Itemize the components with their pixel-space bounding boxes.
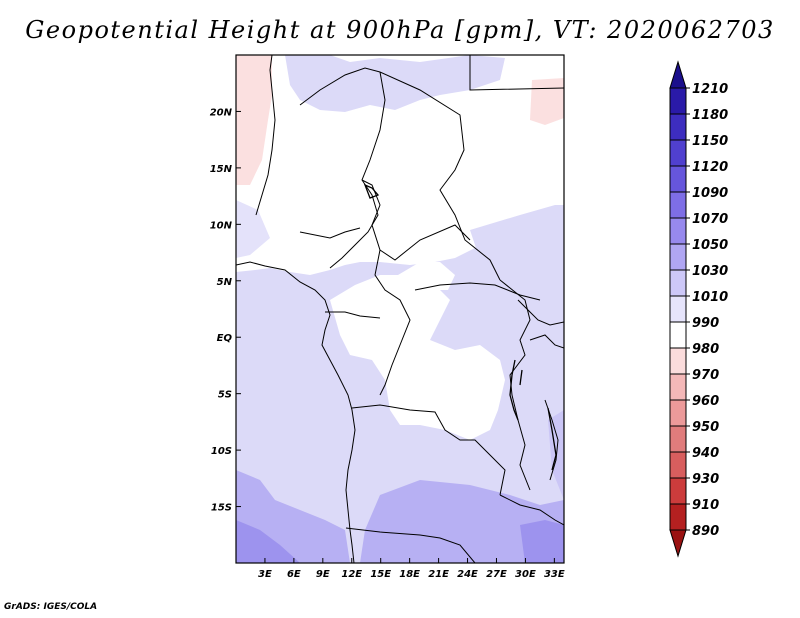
colorbar-level-label: 910 bbox=[692, 498, 719, 513]
lon-tick-label: 6E bbox=[287, 569, 301, 580]
colorbar-swatch bbox=[669, 373, 687, 401]
height-field bbox=[236, 55, 564, 563]
lat-tick-label: 5S bbox=[218, 390, 232, 401]
colorbar-swatch bbox=[669, 243, 687, 271]
lat-tick-label: 15S bbox=[211, 503, 232, 514]
border-angola-drc bbox=[351, 404, 506, 496]
lake-tanganyika bbox=[509, 359, 519, 421]
field-white-congo bbox=[330, 275, 505, 440]
border-niger-algeria bbox=[299, 67, 381, 106]
field-darkest-southwest bbox=[236, 520, 300, 563]
lon-tick-label: 3E bbox=[258, 569, 272, 580]
field-lavender-north bbox=[285, 55, 505, 112]
colorbar-level-label: 970 bbox=[692, 368, 719, 383]
border-zambia-south bbox=[499, 494, 564, 526]
border-lake-victoria bbox=[529, 334, 564, 349]
colorbar: 1210 1180 1150 1120 1090 1070 1050 1030 1010 990 9… bbox=[669, 60, 728, 558]
field-lavender-east bbox=[470, 205, 564, 300]
lat-tick-label: 10N bbox=[210, 220, 233, 231]
border-chad-sudan bbox=[379, 71, 501, 281]
colorbar-level-label: 990 bbox=[692, 316, 719, 331]
lon-axis: 3E 6E 9E 12E 15E 18E 21E 24E 27E 30E 33E bbox=[258, 558, 565, 580]
lat-tick-label: 15N bbox=[210, 164, 233, 175]
field-lavender-west bbox=[236, 200, 270, 258]
colorbar-swatch bbox=[669, 217, 687, 245]
colorbar-level-label: 890 bbox=[692, 524, 719, 539]
lon-tick-label: 24E bbox=[457, 569, 478, 580]
lat-tick-label: 10S bbox=[211, 446, 232, 457]
lat-tick-label: 5N bbox=[217, 277, 233, 288]
lon-tick-label: 12E bbox=[341, 569, 362, 580]
colorbar-level-label: 1030 bbox=[692, 264, 728, 279]
country-borders bbox=[236, 55, 564, 563]
colorbar-level-label: 960 bbox=[692, 394, 719, 409]
lon-tick-label: 15E bbox=[370, 569, 391, 580]
colorbar-top-triangle bbox=[669, 60, 687, 89]
colorbar-swatch bbox=[669, 477, 687, 505]
grads-credit: GrADS: IGES/COLA bbox=[4, 602, 98, 612]
colorbar-swatch bbox=[669, 165, 687, 193]
colorbar-swatch bbox=[669, 451, 687, 479]
lon-tick-label: 33E bbox=[544, 569, 565, 580]
colorbar-swatch bbox=[669, 399, 687, 427]
colorbar-swatch bbox=[669, 295, 687, 323]
colorbar-swatch bbox=[669, 113, 687, 141]
colorbar-level-label: 1210 bbox=[692, 82, 728, 97]
field-darkest-southeast bbox=[520, 520, 564, 563]
colorbar-swatch bbox=[669, 347, 687, 375]
colorbar-level-label: 940 bbox=[692, 446, 719, 461]
lake-chad bbox=[363, 183, 380, 199]
colorbar-swatch bbox=[669, 269, 687, 297]
coastline-west bbox=[236, 261, 356, 563]
colorbar-level-label: 1180 bbox=[692, 108, 728, 123]
colorbar-swatch bbox=[669, 321, 687, 349]
lon-tick-label: 9E bbox=[316, 569, 330, 580]
border-car-drc bbox=[414, 282, 541, 301]
border-mali-algeria bbox=[255, 55, 276, 216]
border-niger-nigeria-chad bbox=[329, 71, 386, 269]
lake-malawi bbox=[547, 407, 557, 471]
map-title: Geopotential Height at 900hPa [gpm], VT:… bbox=[25, 16, 775, 44]
lat-axis: 20N 15N 10N 5N EQ 5S 10S 15S bbox=[210, 107, 241, 514]
lon-tick-label: 30E bbox=[515, 569, 536, 580]
colorbar-swatch bbox=[669, 87, 687, 115]
colorbar-level-label: 950 bbox=[692, 420, 719, 435]
colorbar-swatch bbox=[669, 191, 687, 219]
lake-kivu bbox=[519, 369, 523, 386]
field-pink-northwest bbox=[236, 55, 272, 185]
colorbar-level-label: 980 bbox=[692, 342, 719, 357]
colorbar-level-label: 1150 bbox=[692, 134, 728, 149]
colorbar-bottom-triangle bbox=[669, 529, 687, 558]
colorbar-swatch bbox=[669, 139, 687, 167]
colorbar-level-label: 1090 bbox=[692, 186, 728, 201]
field-darker-southeast bbox=[360, 480, 564, 563]
lon-tick-label: 21E bbox=[428, 569, 449, 580]
colorbar-level-label: 1070 bbox=[692, 212, 728, 227]
border-cameroon-congo bbox=[374, 249, 411, 396]
colorbar-level-label: 1120 bbox=[692, 160, 728, 175]
colorbar-swatch bbox=[669, 503, 687, 531]
field-pink-northeast bbox=[530, 78, 564, 125]
border-nigeria-benin bbox=[299, 227, 361, 239]
colorbar-level-label: 1050 bbox=[692, 238, 728, 253]
plot-frame bbox=[235, 54, 565, 564]
lakes bbox=[363, 183, 557, 471]
border-lake-malawi bbox=[544, 399, 559, 481]
border-drc-east bbox=[499, 279, 531, 491]
border-angola-namibia bbox=[345, 527, 476, 563]
lat-tick-label: 20N bbox=[210, 107, 233, 118]
lon-tick-label: 27E bbox=[486, 569, 507, 580]
border-gabon-eqguinea bbox=[325, 311, 381, 319]
lon-tick-label: 18E bbox=[399, 569, 420, 580]
colorbar-swatch bbox=[669, 425, 687, 453]
border-uganda-kenya bbox=[517, 299, 564, 326]
field-white-north bbox=[236, 55, 564, 275]
border-egypt-sudan bbox=[469, 55, 564, 91]
colorbar-level-label: 1010 bbox=[692, 290, 728, 305]
colorbar-level-label: 930 bbox=[692, 472, 719, 487]
lat-tick-label: EQ bbox=[217, 333, 233, 344]
field-white-car bbox=[398, 262, 455, 290]
